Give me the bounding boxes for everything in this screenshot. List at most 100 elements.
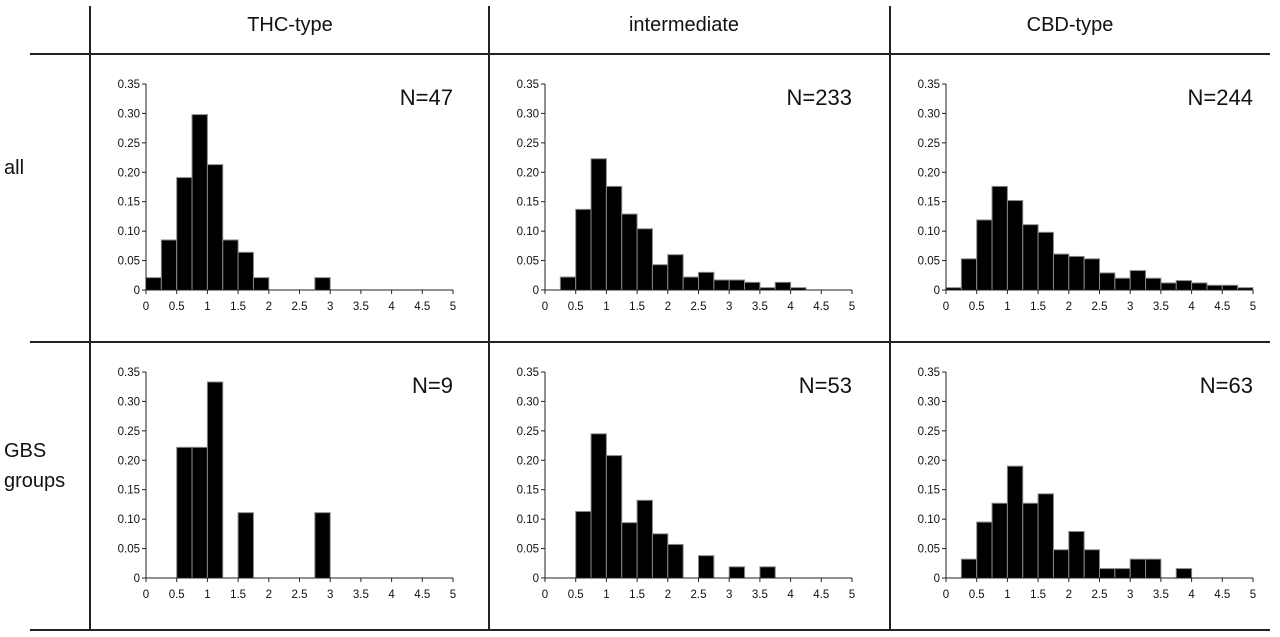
histogram-gbs-thc: 0 0.05 0.10 0.15 0.20 0.25 0.30 0.35 0 0.5 1 1.5 2 2.…	[118, 367, 457, 601]
histogram-bar	[1099, 272, 1116, 291]
sample-size-label: N=233	[787, 85, 852, 110]
histogram-bar	[1175, 568, 1193, 579]
x-tick-label: 5	[849, 589, 855, 601]
y-tick-label: 0.30	[118, 396, 140, 408]
x-tick-label: 1.5	[230, 301, 246, 313]
histogram-bar	[575, 208, 592, 291]
sample-size-label: N=9	[412, 373, 453, 398]
histogram-bar	[1052, 549, 1070, 579]
y-tick-label: 0.25	[517, 138, 539, 150]
x-tick-label: 4	[1188, 301, 1195, 313]
x-tick-label: 2.5	[691, 301, 707, 313]
x-tick-label: 0	[542, 301, 548, 313]
histogram-bar	[1129, 558, 1147, 579]
y-tick-label: 0	[533, 573, 539, 585]
x-tick-label: 4	[388, 589, 395, 601]
horizontal-rule-2	[30, 341, 1270, 343]
histogram-bar	[1221, 284, 1239, 291]
x-tick-label: 1.5	[230, 589, 246, 601]
x-tick-label: 4.5	[1214, 301, 1230, 313]
x-tick-label: 4	[1188, 589, 1195, 601]
histogram-bar	[728, 566, 746, 579]
histogram-bar	[1006, 200, 1024, 291]
histogram-bar	[667, 254, 684, 291]
y-tick-label: 0.10	[517, 226, 539, 238]
x-tick-label: 4.5	[813, 589, 829, 601]
y-tick-label: 0.25	[918, 426, 940, 438]
histogram-bar	[222, 239, 239, 291]
y-tick-label: 0.05	[118, 256, 140, 268]
x-tick-label: 3	[327, 589, 333, 601]
histogram-bar	[991, 502, 1008, 579]
y-tick-label: 0.20	[517, 455, 539, 467]
x-tick-label: 1.5	[1030, 589, 1046, 601]
y-tick-label: 0.30	[118, 108, 140, 120]
row-header-all: all	[4, 157, 25, 179]
histogram-bar	[1175, 280, 1193, 291]
y-tick-label: 0.35	[918, 367, 940, 379]
y-tick-label: 0.05	[517, 256, 539, 268]
histogram-bar	[636, 499, 653, 579]
histogram-all-cbd: 0 0.05 0.10 0.15 0.20 0.25 0.30 0.35 0 0.5 1 1.5 2 2.…	[918, 79, 1257, 313]
x-tick-label: 0.5	[568, 589, 584, 601]
histogram-bar	[1083, 258, 1100, 291]
y-tick-label: 0.10	[118, 514, 140, 526]
histogram-bar	[1083, 549, 1100, 579]
x-tick-label: 0	[943, 589, 949, 601]
x-tick-label: 1	[204, 301, 210, 313]
y-tick-label: 0.15	[517, 197, 539, 209]
x-tick-label: 3	[1127, 589, 1133, 601]
x-tick-label: 2	[266, 301, 272, 313]
x-tick-label: 3	[1127, 301, 1133, 313]
x-tick-label: 1.5	[629, 589, 645, 601]
histogram-bar	[651, 264, 669, 291]
x-tick-label: 5	[450, 589, 456, 601]
histogram-bar	[1022, 502, 1039, 579]
x-tick-label: 1.5	[1030, 301, 1046, 313]
histogram-bar	[605, 185, 623, 291]
y-tick-label: 0.05	[918, 256, 940, 268]
x-tick-label: 0	[143, 589, 149, 601]
histogram-bar	[575, 510, 592, 579]
x-tick-label: 5	[1250, 301, 1256, 313]
histogram-bar	[636, 228, 653, 291]
histogram-bar	[1145, 558, 1162, 579]
y-tick-label: 0.15	[918, 197, 940, 209]
x-tick-label: 3.5	[752, 301, 768, 313]
x-tick-label: 2	[266, 589, 272, 601]
histogram-bar	[621, 213, 638, 291]
x-tick-label: 0.5	[969, 589, 985, 601]
x-tick-label: 0.5	[169, 589, 185, 601]
x-tick-label: 1	[603, 301, 609, 313]
x-tick-label: 3.5	[1153, 301, 1169, 313]
histogram-bar	[559, 276, 577, 291]
y-tick-label: 0.35	[517, 367, 539, 379]
vertical-rule-3	[889, 6, 891, 630]
histogram-bar	[728, 279, 746, 291]
x-tick-label: 1	[603, 589, 609, 601]
histogram-bar	[590, 433, 607, 579]
sample-size-label: N=63	[1200, 373, 1253, 398]
histogram-bar	[1022, 224, 1039, 291]
x-tick-label: 2	[1066, 589, 1072, 601]
x-tick-label: 4	[388, 301, 395, 313]
x-tick-label: 1	[1004, 301, 1010, 313]
x-tick-label: 2.5	[292, 589, 308, 601]
histogram-gbs-intermediate: 0 0.05 0.10 0.15 0.20 0.25 0.30 0.35 0 0.5 1 1.5 2 2.…	[517, 367, 856, 601]
histogram-bar	[1114, 568, 1131, 579]
y-tick-label: 0.20	[118, 455, 140, 467]
x-tick-label: 5	[450, 301, 456, 313]
histogram-bar	[206, 381, 224, 579]
histogram-bar	[976, 521, 993, 579]
histogram-bar	[191, 446, 208, 579]
histogram-bar	[1114, 277, 1131, 291]
y-tick-label: 0.25	[118, 426, 140, 438]
vertical-rule-1	[89, 6, 91, 630]
horizontal-rule-3	[30, 629, 1270, 631]
x-tick-label: 0	[143, 301, 149, 313]
y-tick-label: 0.10	[918, 226, 940, 238]
x-tick-label: 4.5	[414, 301, 430, 313]
x-tick-label: 2.5	[1092, 589, 1108, 601]
y-tick-label: 0.20	[118, 167, 140, 179]
